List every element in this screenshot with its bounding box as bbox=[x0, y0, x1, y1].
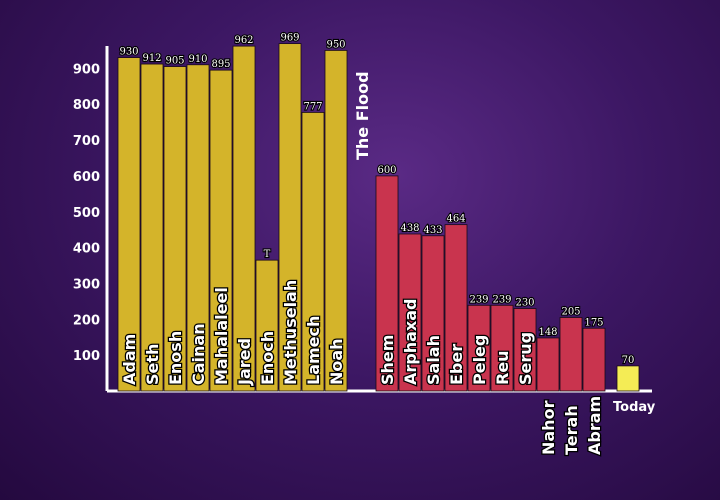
value-label: 175 bbox=[584, 317, 603, 328]
bar-noah bbox=[324, 50, 348, 392]
value-label: 969 bbox=[280, 33, 299, 44]
y-tick-label: 800 bbox=[73, 98, 100, 113]
y-tick-label: 900 bbox=[73, 62, 100, 77]
bar-methuselah bbox=[278, 43, 302, 392]
value-label: 438 bbox=[400, 223, 419, 234]
bar-abram bbox=[582, 327, 606, 392]
labels: 930 Adam 912 Seth 905 Enosh 910 Cainan 895 Mahala… bbox=[118, 32, 656, 457]
category-label: Nahor bbox=[539, 400, 558, 455]
y-tick-label: 400 bbox=[73, 242, 100, 257]
value-label: 895 bbox=[211, 59, 230, 70]
bar-shem bbox=[375, 175, 399, 392]
category-label: Shem bbox=[378, 335, 397, 385]
value-label: 239 bbox=[469, 294, 488, 305]
category-label: Lamech bbox=[304, 316, 323, 385]
value-label: 912 bbox=[142, 53, 161, 64]
bars bbox=[117, 43, 640, 392]
category-label: Today bbox=[613, 400, 656, 415]
bar-serug bbox=[513, 308, 537, 392]
y-tick-label: 200 bbox=[73, 313, 100, 328]
bar-today bbox=[616, 365, 640, 392]
y-tick-label: 600 bbox=[73, 170, 100, 185]
category-label: Enosh bbox=[166, 331, 185, 385]
value-label: 239 bbox=[492, 294, 511, 305]
bar-terah bbox=[559, 317, 583, 392]
value-label: 905 bbox=[165, 56, 184, 67]
value-label: 950 bbox=[326, 39, 345, 50]
bar-enoch bbox=[255, 259, 279, 392]
value-label: 205 bbox=[561, 307, 580, 318]
category-label: Noah bbox=[327, 338, 346, 385]
y-tick-label: 700 bbox=[73, 134, 100, 149]
bar-arphaxad bbox=[398, 233, 422, 392]
category-label: Abram bbox=[585, 396, 604, 455]
bar-nahor bbox=[536, 337, 560, 392]
bar-jared bbox=[232, 45, 256, 392]
category-label: Terah bbox=[562, 405, 581, 455]
value-label: 148 bbox=[538, 327, 557, 338]
bar-cainan bbox=[186, 64, 210, 392]
category-label: Cainan bbox=[189, 323, 208, 385]
bar-adam bbox=[117, 57, 141, 392]
category-label: Adam bbox=[120, 334, 139, 385]
bar-reu bbox=[490, 304, 514, 392]
value-label: 777 bbox=[303, 101, 322, 112]
y-tick-label: 500 bbox=[73, 206, 100, 221]
value-label: 433 bbox=[423, 225, 442, 236]
category-label: Methuselah bbox=[281, 280, 300, 385]
bar-enosh bbox=[163, 66, 187, 392]
value-label: 464 bbox=[446, 214, 465, 225]
value-label: 70 bbox=[622, 355, 635, 366]
value-label: 962 bbox=[234, 35, 253, 46]
flood-annotation: The Flood bbox=[353, 71, 372, 160]
category-label: Enoch bbox=[258, 331, 277, 385]
bar-salah bbox=[421, 235, 445, 392]
y-tick-label: 100 bbox=[73, 349, 100, 364]
y-tick-label: 300 bbox=[73, 277, 100, 292]
value-label: T bbox=[264, 249, 271, 260]
value-label: 230 bbox=[515, 298, 534, 309]
category-label: Mahalaleel bbox=[212, 287, 231, 385]
category-label: Reu bbox=[493, 350, 512, 385]
category-label: Arphaxad bbox=[401, 299, 420, 385]
value-label: 600 bbox=[377, 165, 396, 176]
category-label: Eber bbox=[447, 344, 466, 385]
bar-seth bbox=[140, 63, 164, 392]
bar-eber bbox=[444, 224, 468, 392]
bar-lamech bbox=[301, 112, 325, 392]
bar-mahalaleel bbox=[209, 69, 233, 392]
category-label: Salah bbox=[424, 335, 443, 385]
category-label: Jared bbox=[235, 338, 254, 386]
bar-peleg bbox=[467, 304, 491, 392]
category-label: Serug bbox=[516, 332, 535, 385]
value-label: 930 bbox=[119, 47, 138, 58]
value-label: 910 bbox=[188, 54, 207, 65]
category-label: Peleg bbox=[470, 335, 489, 385]
category-label: Seth bbox=[143, 344, 162, 385]
